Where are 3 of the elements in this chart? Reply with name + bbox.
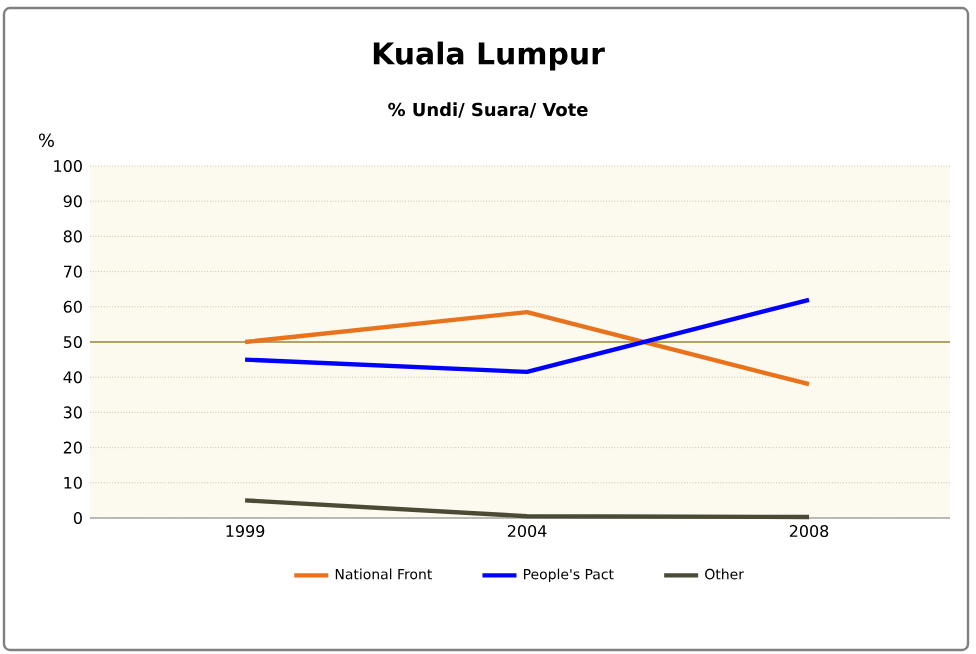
chart-title: Kuala Lumpur [373, 41, 605, 71]
y-axis-title: % [38, 133, 54, 147]
chart-subtitle: % Undi/ Suara/ Vote [388, 102, 588, 118]
